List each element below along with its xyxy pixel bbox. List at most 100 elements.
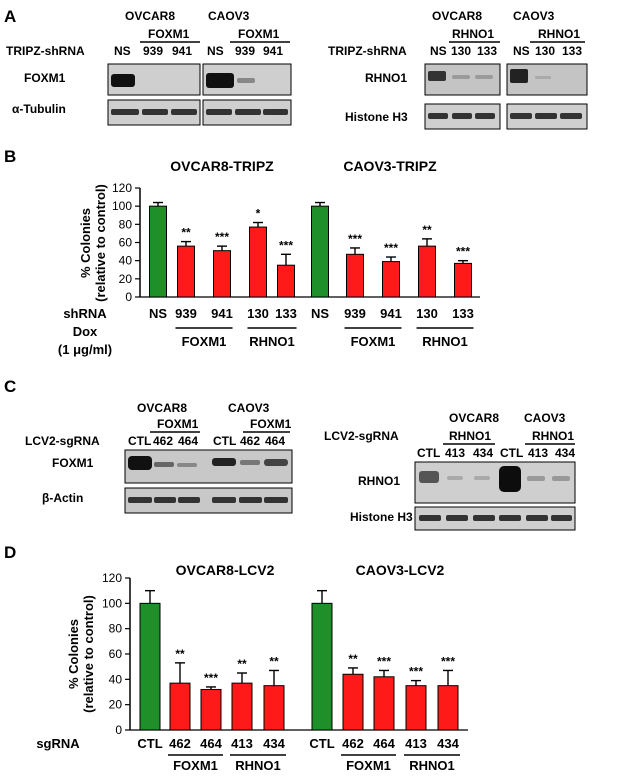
band: [552, 476, 570, 481]
lane-label: 462: [240, 434, 260, 448]
x-tick-label: NS: [149, 306, 167, 321]
x-tick-label: 941: [211, 306, 233, 321]
x-row-label: (1 μg/ml): [58, 342, 112, 357]
gene-group-label: FOXM1: [173, 758, 218, 773]
blot-label: FOXM1: [52, 456, 94, 470]
band: [240, 460, 260, 465]
significance-label: ***: [215, 230, 229, 244]
blot-label: RHNO1: [358, 474, 400, 488]
target-label: RHNO1: [449, 429, 491, 443]
bar: [177, 245, 195, 298]
bar: [311, 602, 333, 731]
bar: [418, 245, 436, 298]
target-label: FOXM1: [157, 417, 199, 431]
lane-label: 464: [265, 434, 285, 448]
x-tick-label: 464: [373, 736, 395, 751]
cell-line-label: CAOV3: [524, 411, 566, 425]
band: [428, 71, 446, 81]
x-tick-label: 941: [380, 306, 402, 321]
band: [499, 466, 521, 492]
y-tick-label: 60: [109, 647, 123, 661]
significance-label: ***: [279, 238, 293, 252]
blot-label: α-Tubulin: [12, 102, 66, 116]
x-tick-label: 434: [263, 736, 285, 751]
lane-label: 434: [473, 446, 493, 460]
panel-a-right-blot: OVCAR8 CAOV3 RHNO1 RHNO1 TRIPZ-shRNA NS …: [328, 9, 588, 130]
band: [446, 515, 468, 521]
x-row-label: shRNA: [63, 306, 107, 321]
lane-label: 464: [178, 434, 198, 448]
y-tick-label: 60: [119, 236, 133, 250]
x-row-label: Dox: [73, 324, 98, 339]
bar: [263, 685, 285, 731]
band: [535, 113, 557, 119]
band: [128, 456, 152, 470]
band: [111, 109, 139, 115]
y-tick-label: 20: [119, 272, 133, 286]
significance-label: **: [175, 647, 185, 661]
band: [447, 476, 463, 480]
cell-line-label: OVCAR8: [432, 9, 482, 23]
blot-membrane: [414, 461, 576, 504]
panel-letter-d: D: [4, 543, 16, 562]
band: [111, 74, 135, 87]
y-tick-label: 40: [119, 254, 133, 268]
significance-label: ***: [441, 654, 455, 668]
y-tick-label: 20: [109, 698, 123, 712]
bar: [346, 253, 364, 298]
band: [235, 109, 261, 115]
bar: [454, 262, 472, 298]
x-tick-label: CTL: [309, 736, 334, 751]
lane-label: 130: [451, 44, 471, 58]
bar: [277, 264, 295, 298]
band: [263, 109, 288, 115]
significance-label: **: [348, 652, 358, 666]
significance-label: **: [237, 657, 247, 671]
band: [171, 109, 197, 115]
cell-line-label: OVCAR8: [449, 411, 499, 425]
blot-label: RHNO1: [365, 71, 407, 85]
blot-label: Histone H3: [350, 510, 413, 524]
lane-label: 130: [535, 44, 555, 58]
y-tick-label: 120: [102, 571, 122, 585]
bar: [169, 682, 191, 731]
x-tick-label: 130: [247, 306, 269, 321]
bar: [405, 685, 427, 731]
significance-label: ***: [377, 654, 391, 668]
row-label: LCV2-sgRNA: [324, 429, 399, 443]
lane-label: NS: [114, 44, 131, 58]
lane-label: CTL: [417, 446, 440, 460]
band: [527, 476, 545, 481]
lane-label: 434: [555, 446, 575, 460]
lane-label: 462: [153, 434, 173, 448]
x-tick-label: 413: [231, 736, 253, 751]
blot-membrane: [124, 449, 293, 484]
bar: [213, 250, 231, 298]
lane-label: CTL: [500, 446, 523, 460]
band: [452, 113, 472, 119]
lane-label: NS: [513, 44, 530, 58]
lane-label: 133: [477, 44, 497, 58]
band: [475, 113, 495, 119]
band: [239, 497, 262, 503]
band: [499, 515, 521, 521]
x-tick-label: 434: [437, 736, 459, 751]
bar: [231, 682, 253, 731]
significance-label: **: [422, 223, 432, 237]
x-tick-label: 130: [416, 306, 438, 321]
lane-label: 413: [528, 446, 548, 460]
band: [154, 497, 176, 503]
gene-group-label: RHNO1: [235, 758, 281, 773]
group-title: OVCAR8-LCV2: [176, 562, 275, 578]
bar: [311, 205, 329, 298]
gene-group-label: RHNO1: [422, 334, 468, 349]
bar: [249, 226, 267, 298]
panel-letter-b: B: [4, 147, 16, 166]
cell-line-label: OVCAR8: [137, 401, 187, 415]
band: [177, 463, 197, 467]
x-tick-label: 464: [200, 736, 222, 751]
blot-label: FOXM1: [24, 71, 66, 85]
lane-label: 939: [235, 44, 255, 58]
x-tick-label: 133: [275, 306, 297, 321]
